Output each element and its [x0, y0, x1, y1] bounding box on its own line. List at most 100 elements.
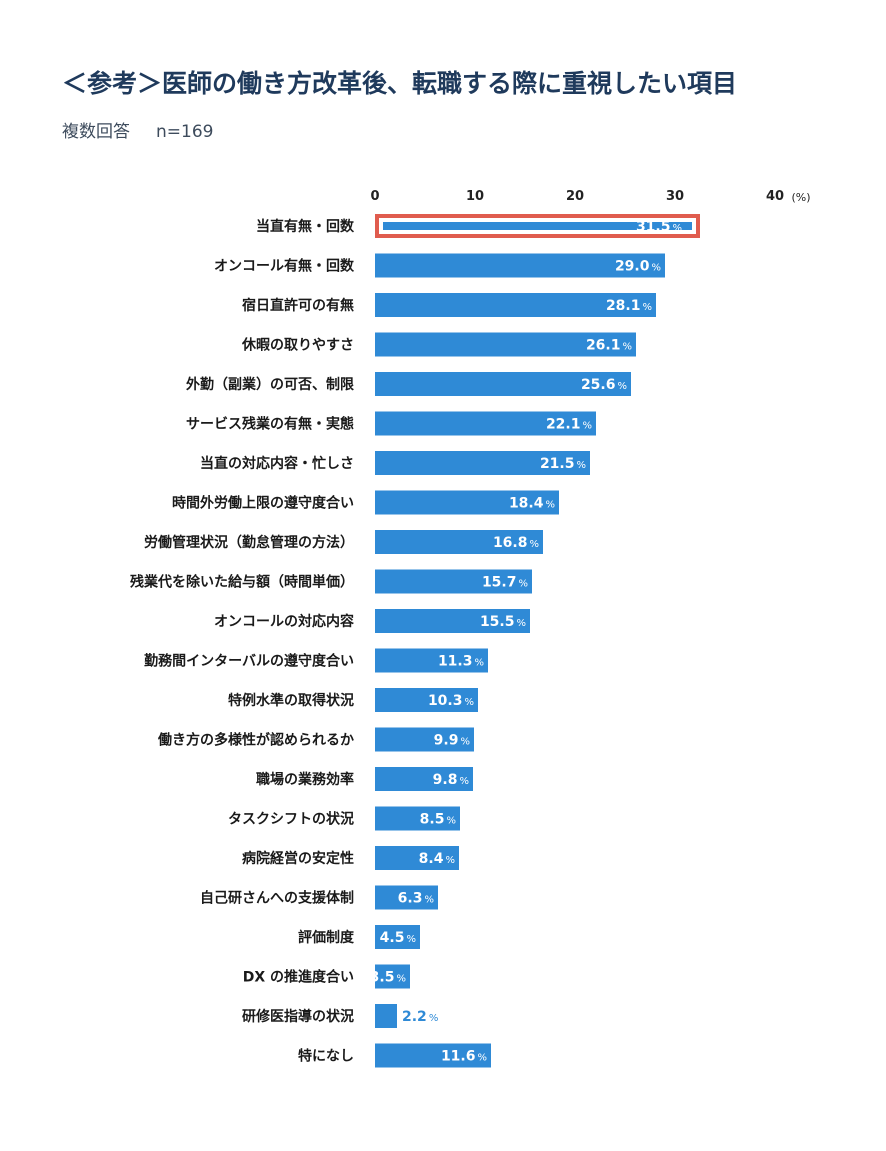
data-label-value: 29.0	[615, 259, 650, 275]
data-label-value: 21.5	[540, 456, 575, 472]
data-label-unit: %	[651, 263, 661, 274]
data-label: 4.5%	[380, 930, 416, 946]
x-axis-unit: (%)	[791, 191, 810, 204]
data-label-value: 25.6	[581, 377, 616, 393]
category-label: 評価制度	[298, 929, 355, 946]
data-label: 8.5%	[420, 812, 456, 828]
bar	[375, 372, 631, 396]
answer-type-label: 複数回答	[62, 122, 130, 142]
bar	[375, 727, 474, 752]
data-label-value: 4.5	[380, 930, 405, 946]
category-label: 働き方の多様性が認められるか	[157, 732, 354, 749]
x-tick-label: 40	[766, 189, 784, 204]
x-tick-label: 10	[466, 189, 484, 204]
category-label: 残業代を除いた給与額（時間単価）	[130, 574, 354, 591]
category-label: 研修医指導の状況	[242, 1008, 354, 1025]
data-label: 8.4%	[419, 851, 455, 867]
data-label-unit: %	[406, 934, 416, 945]
data-label: 26.1%	[586, 338, 632, 354]
bar	[375, 1043, 491, 1068]
data-label-value: 9.9	[434, 733, 459, 749]
data-label-unit: %	[529, 539, 539, 550]
data-label-value: 28.1	[606, 298, 641, 314]
chart-title: ＜参考＞医師の働き方改革後、転職する際に重視したい項目	[62, 69, 738, 98]
data-label: 16.8%	[493, 535, 539, 551]
category-label: 宿日直許可の有無	[242, 297, 354, 314]
data-label: 10.3%	[428, 693, 474, 709]
bar	[375, 411, 596, 436]
bar	[375, 767, 473, 791]
data-label: 6.3%	[398, 891, 434, 907]
category-label: 特になし	[298, 1048, 354, 1065]
data-label-unit: %	[516, 618, 526, 629]
data-label-unit: %	[582, 421, 592, 432]
x-tick-label: 20	[566, 189, 584, 204]
data-label: 28.1%	[606, 298, 652, 314]
data-label-unit: %	[642, 302, 652, 313]
data-label-value: 26.1	[586, 338, 621, 354]
data-label-unit: %	[672, 223, 682, 234]
data-label-value: 16.8	[493, 535, 528, 551]
data-label: 29.0%	[615, 259, 661, 275]
category-label: 職場の業務効率	[256, 771, 354, 788]
data-label-unit: %	[459, 776, 469, 787]
data-label-unit: %	[622, 342, 632, 353]
data-label: 22.1%	[546, 417, 592, 433]
x-tick-label: 0	[370, 189, 379, 204]
data-label-unit: %	[518, 579, 528, 590]
bar	[383, 222, 692, 230]
category-label: タスクシフトの状況	[228, 811, 354, 828]
data-label: 25.6%	[581, 377, 627, 393]
category-label: 外勤（副業）の可否、制限	[186, 376, 354, 393]
bar	[375, 451, 590, 475]
data-label-value: 8.4	[419, 851, 444, 867]
category-label: DX の推進度合い	[243, 969, 354, 986]
bar	[375, 688, 478, 712]
bar	[375, 490, 559, 515]
data-label-value: 10.3	[428, 693, 463, 709]
data-label-value: 8.5	[420, 812, 445, 828]
category-label: 自己研さんへの支援体制	[200, 890, 354, 907]
data-label-unit: %	[477, 1053, 487, 1064]
bar	[375, 530, 543, 554]
bar	[375, 846, 459, 870]
bar	[375, 609, 530, 633]
data-label-value: 31.5	[636, 219, 671, 235]
data-label-unit: %	[464, 697, 474, 708]
data-label: 2.2%	[402, 1009, 438, 1025]
data-label-unit: %	[424, 895, 434, 906]
bar	[375, 806, 460, 831]
data-label-unit: %	[429, 1013, 439, 1024]
bar	[375, 925, 420, 949]
bar	[375, 569, 532, 594]
category-label: 当直の対応内容・忙しさ	[200, 455, 354, 472]
data-label: 11.3%	[438, 654, 484, 670]
data-label-unit: %	[446, 816, 456, 827]
data-label-value: 9.8	[433, 772, 458, 788]
category-label: サービス残業の有無・実態	[186, 416, 354, 433]
bar	[375, 332, 636, 357]
data-label-value: 11.3	[438, 654, 473, 670]
data-label: 9.8%	[433, 772, 469, 788]
sample-size-label: n=169	[156, 122, 214, 142]
data-label: 15.7%	[482, 575, 528, 591]
bar	[375, 885, 438, 910]
bar	[375, 964, 410, 989]
category-label: 休暇の取りやすさ	[241, 337, 354, 354]
data-label-unit: %	[445, 855, 455, 866]
data-label-unit: %	[460, 737, 470, 748]
data-label: 31.5%	[636, 219, 682, 235]
bar	[375, 1004, 397, 1028]
chart-subtitle: 複数回答 n=169	[62, 117, 213, 142]
data-label-value: 15.5	[480, 614, 515, 630]
bar	[375, 293, 656, 317]
data-label-value: 22.1	[546, 417, 581, 433]
data-label: 3.5%	[370, 970, 406, 986]
category-label: 勤務間インターバルの遵守度合い	[144, 653, 354, 670]
data-label: 21.5%	[540, 456, 586, 472]
data-label-value: 2.2	[402, 1009, 427, 1025]
category-label: オンコールの対応内容	[214, 613, 354, 630]
data-label: 15.5%	[480, 614, 526, 630]
data-label: 11.6%	[441, 1049, 487, 1065]
